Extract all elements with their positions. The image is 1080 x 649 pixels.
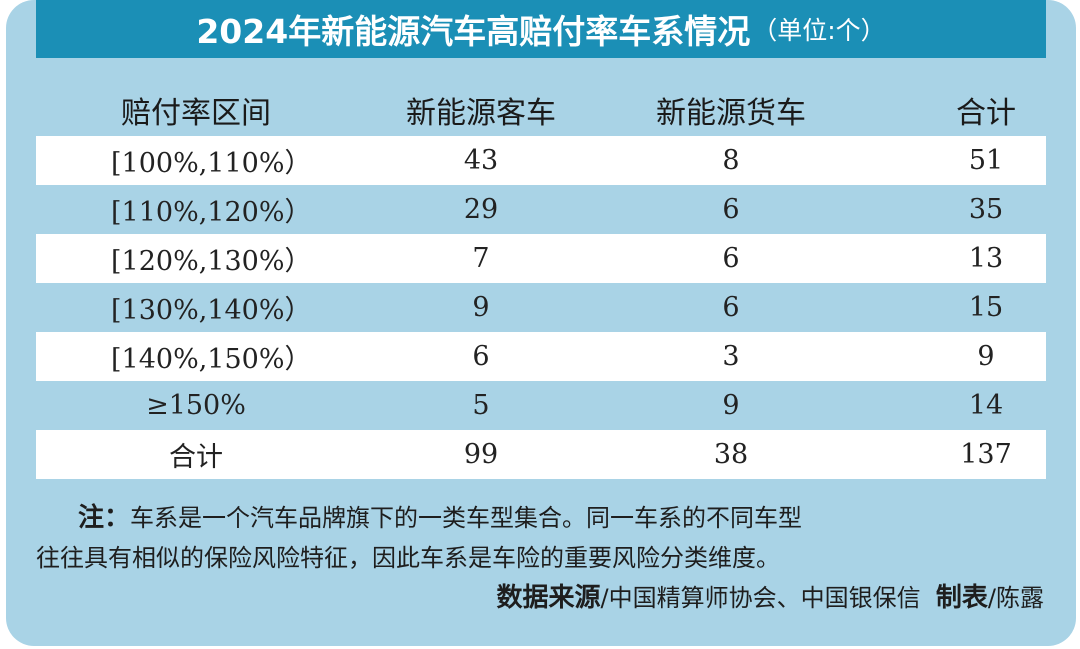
table-cell-passenger: 29 [463, 194, 499, 225]
table-cell-range: [140%,150%） [111, 344, 312, 375]
table-cell-total: 13 [968, 243, 1004, 274]
chart-unit: （单位:个） [752, 16, 886, 45]
table-cell-truck: 6 [722, 292, 740, 323]
footnote-line-1: 注：车系是一个汽车品牌旗下的一类车型集合。同一车系的不同车型 [36, 498, 1046, 538]
table-row: [130%,140%） 9 6 15 [36, 283, 1046, 332]
table-cell-range: 合计 [169, 442, 223, 473]
header-cell-truck: 新能源货车 [656, 96, 806, 131]
footnote-text-1: 车系是一个汽车品牌旗下的一类车型集合。同一车系的不同车型 [130, 504, 803, 532]
table-cell-range: [130%,140%） [111, 295, 312, 326]
footnote-label: 注： [78, 503, 131, 533]
title-bar: 2024年新能源汽车高赔付率车系情况 （单位:个） [36, 0, 1046, 58]
maker-label: 制表 [935, 583, 988, 613]
table-cell-truck: 6 [722, 243, 740, 274]
data-table: 赔付率区间 新能源客车 新能源货车 合计 [100%,110%） 43 8 51… [36, 84, 1046, 479]
table-cell-passenger: 6 [472, 341, 490, 372]
footnote: 注：车系是一个汽车品牌旗下的一类车型集合。同一车系的不同车型 往往具有相似的保险… [36, 498, 1046, 618]
table-cell-passenger: 7 [472, 243, 490, 274]
header-cell-total: 合计 [956, 96, 1016, 131]
header-cell-range: 赔付率区间 [121, 96, 271, 131]
source-line: 数据来源/中国精算师协会、中国银保信 制表/陈露 [36, 578, 1046, 618]
table-row: [110%,120%） 29 6 35 [36, 185, 1046, 234]
maker-text: /陈露 [987, 584, 1044, 612]
table-cell-truck: 8 [722, 145, 740, 176]
table-cell-passenger: 5 [472, 390, 490, 421]
table-cell-truck: 6 [722, 194, 740, 225]
table-row: [140%,150%） 6 3 9 [36, 332, 1046, 381]
table-row-total: 合计 99 38 137 [36, 430, 1046, 479]
table-cell-total: 14 [968, 390, 1004, 421]
table-cell-range: [100%,110%） [111, 148, 312, 179]
table-cell-total: 15 [968, 292, 1004, 323]
table-cell-passenger: 43 [463, 145, 499, 176]
table-cell-passenger: 99 [463, 439, 499, 470]
table-header-row: 赔付率区间 新能源客车 新能源货车 合计 [36, 84, 1046, 136]
table-cell-total: 51 [968, 145, 1004, 176]
table-cell-range: ≥150% [146, 390, 246, 421]
table-cell-total: 137 [960, 439, 1012, 470]
table-cell-truck: 38 [713, 439, 749, 470]
table-cell-total: 9 [977, 341, 995, 372]
table-row: [120%,130%） 7 6 13 [36, 234, 1046, 283]
table-cell-total: 35 [968, 194, 1004, 225]
table-cell-passenger: 9 [472, 292, 490, 323]
source-label: 数据来源 [496, 583, 601, 613]
table-cell-range: [110%,120%） [111, 197, 312, 228]
chart-title: 2024年新能源汽车高赔付率车系情况 [196, 12, 751, 51]
table-cell-truck: 3 [722, 341, 740, 372]
table-cell-range: [120%,130%） [111, 246, 312, 277]
table-row: ≥150% 5 9 14 [36, 381, 1046, 430]
table-row: [100%,110%） 43 8 51 [36, 136, 1046, 185]
footnote-line-2: 往往具有相似的保险风险特征，因此车系是车险的重要风险分类维度。 [36, 544, 780, 572]
header-cell-passenger: 新能源客车 [406, 96, 556, 131]
chart-card: 2024年新能源汽车高赔付率车系情况 （单位:个） 赔付率区间 新能源客车 新能源… [6, 0, 1076, 646]
table-cell-truck: 9 [722, 390, 740, 421]
source-text: /中国精算师协会、中国银保信 [600, 584, 921, 612]
